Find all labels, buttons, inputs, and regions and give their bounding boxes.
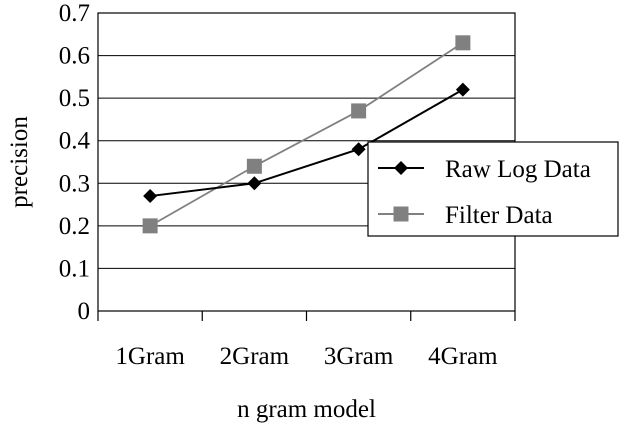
x-axis-title: n gram model (237, 396, 376, 423)
legend-box (367, 141, 619, 237)
y-tick-label: 0 (78, 298, 91, 325)
series-line (149, 42, 464, 227)
x-axis-ticks: 1Gram 2Gram 3Gram 4Gram (97, 311, 516, 370)
y-axis-title: precision (6, 116, 33, 208)
y-tick-label: 0.7 (59, 0, 90, 27)
x-tick-label: 4Gram (428, 343, 498, 370)
data-point (351, 103, 367, 119)
data-point (247, 176, 262, 191)
legend: Raw Log Data Filter Data (367, 141, 619, 237)
series-raw-log-data (143, 82, 470, 204)
legend-label: Filter Data (445, 202, 553, 229)
legend-item: Raw Log Data (378, 156, 591, 183)
data-point (142, 218, 158, 234)
series-filter-data (142, 35, 471, 234)
x-tick-label: 2Gram (220, 343, 290, 370)
y-tick-label: 0.2 (59, 213, 90, 240)
y-tick-label: 0.1 (59, 255, 90, 282)
data-point (455, 35, 471, 51)
data-point (246, 158, 262, 174)
y-axis-ticks: 0 0.1 0.2 0.3 0.4 0.5 0.6 0.7 (59, 0, 91, 325)
legend-marker (394, 161, 408, 175)
y-tick-label: 0.5 (59, 85, 90, 112)
y-tick-label: 0.4 (59, 128, 91, 155)
y-tick-label: 0.3 (59, 170, 90, 197)
series-layer (142, 35, 471, 234)
legend-item: Filter Data (378, 202, 553, 229)
data-point (455, 82, 470, 97)
data-point (351, 142, 366, 157)
y-tick-label: 0.6 (59, 43, 90, 70)
legend-label: Raw Log Data (445, 156, 591, 183)
series-line (150, 88, 464, 198)
x-tick-label: 3Gram (324, 343, 394, 370)
x-tick-label: 1Gram (115, 343, 185, 370)
legend-marker (393, 206, 409, 222)
data-point (143, 189, 158, 204)
grid-lines (98, 55, 515, 269)
